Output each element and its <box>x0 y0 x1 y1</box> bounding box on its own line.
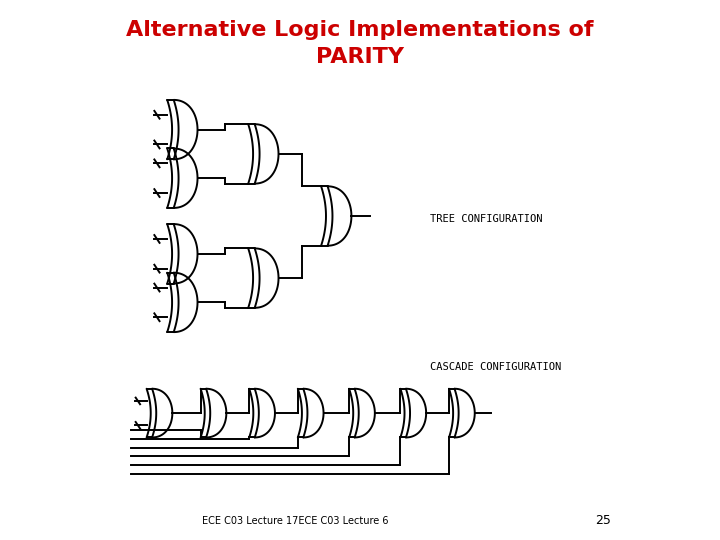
Text: Alternative Logic Implementations of: Alternative Logic Implementations of <box>126 19 594 40</box>
Text: ECE C03 Lecture 17ECE C03 Lecture 6: ECE C03 Lecture 17ECE C03 Lecture 6 <box>202 516 389 526</box>
Text: 25: 25 <box>595 514 611 526</box>
Text: PARITY: PARITY <box>316 46 404 67</box>
Text: CASCADE CONFIGURATION: CASCADE CONFIGURATION <box>431 362 562 372</box>
Text: TREE CONFIGURATION: TREE CONFIGURATION <box>431 214 543 224</box>
